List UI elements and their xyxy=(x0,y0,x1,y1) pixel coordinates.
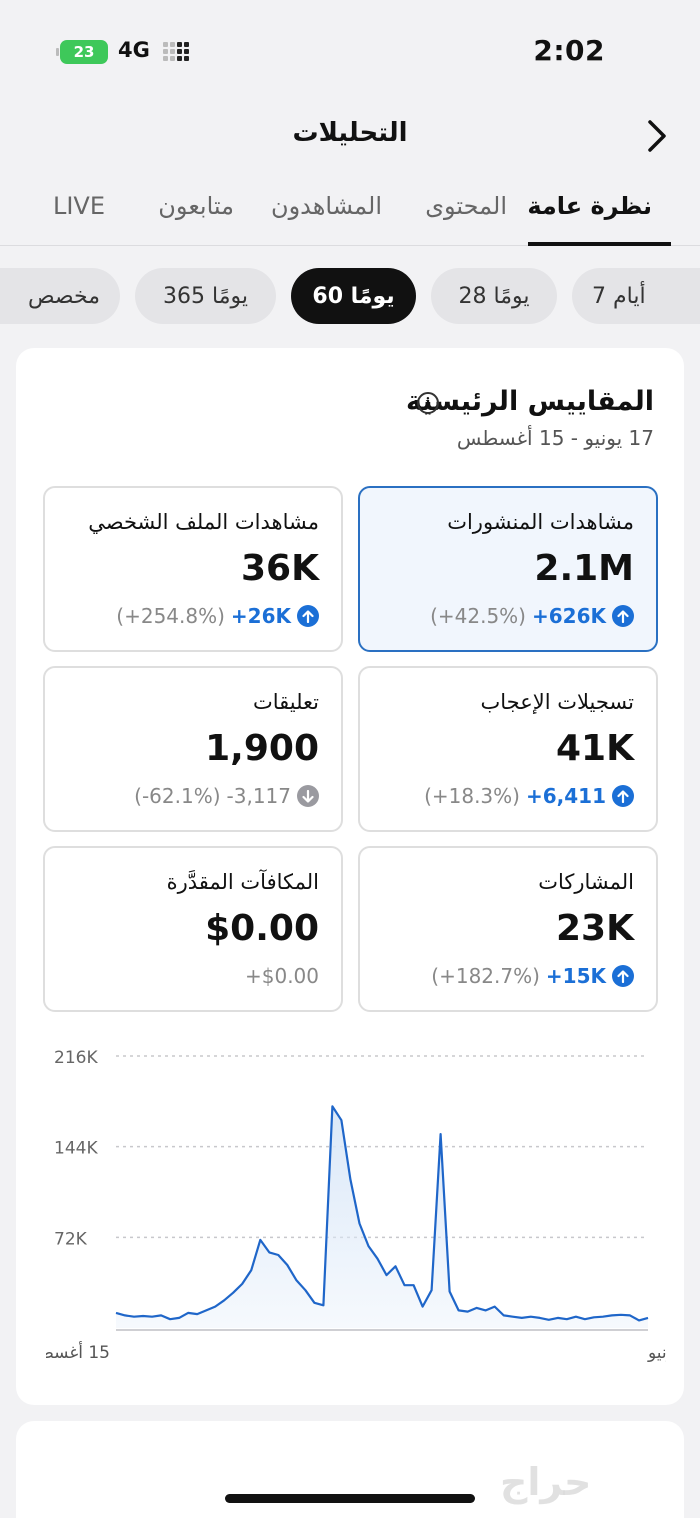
metric-label: تسجيلات الإعجاب xyxy=(480,690,634,714)
network-type: 4G xyxy=(118,38,150,62)
arrow-up-icon xyxy=(612,965,634,987)
active-tab-indicator xyxy=(528,242,671,246)
metric-label: مشاهدات الملف الشخصي xyxy=(88,510,319,534)
metric-label: مشاهدات المنشورات xyxy=(447,510,634,534)
metric-value: 1,900 xyxy=(205,728,319,769)
metric-value: 41K xyxy=(556,728,634,769)
range-60-days[interactable]: 60 يومًا xyxy=(291,268,416,324)
x-label-start: 17 يونيو xyxy=(647,1343,666,1363)
tab-live[interactable]: LIVE xyxy=(52,192,105,220)
chevron-right-icon xyxy=(648,120,666,152)
change-percent: (-62.1%) xyxy=(134,784,221,808)
metric-value: $0.00 xyxy=(205,908,319,949)
metric-change: (+18.3%) +6,411 xyxy=(424,784,634,808)
metric-change: (+254.8%) +26K xyxy=(116,604,319,628)
change-delta: +626K xyxy=(531,604,606,628)
views-chart: 216K 144K 72K 17 يونيو 15 أغسطس xyxy=(19,1038,700,1368)
status-time: 2:02 xyxy=(533,34,605,67)
y-tick-label: 72K xyxy=(54,1229,88,1249)
header: التحليلات xyxy=(0,100,700,170)
battery-level: 23 xyxy=(73,43,95,61)
tab-bar: نظرة عامة المحتوى المشاهدون متابعون LIVE xyxy=(0,180,700,246)
arrow-up-icon xyxy=(297,605,319,627)
metric-change: (+42.5%) +626K xyxy=(430,604,634,628)
metric-shares[interactable]: المشاركات 23K (+182.7%) +15K xyxy=(358,846,658,1012)
y-tick-label: 144K xyxy=(54,1139,98,1159)
change-delta: +$0.00 xyxy=(244,964,319,988)
back-button[interactable] xyxy=(642,116,672,156)
metric-value: 36K xyxy=(241,548,319,589)
tab-overview[interactable]: نظرة عامة xyxy=(527,192,652,220)
range-custom[interactable]: مخصص xyxy=(0,268,120,324)
x-label-end: 15 أغسطس xyxy=(46,1341,110,1363)
metric-change: +$0.00 xyxy=(245,964,319,988)
arrow-up-icon xyxy=(612,785,634,807)
arrow-down-icon xyxy=(297,785,319,807)
area-chart: 216K 144K 72K 17 يونيو 15 أغسطس xyxy=(19,1048,700,1363)
home-indicator[interactable] xyxy=(225,1494,475,1503)
metric-post-views[interactable]: مشاهدات المنشورات 2.1M (+42.5%) +626K xyxy=(358,486,658,652)
metric-label: تعليقات xyxy=(252,690,319,714)
tab-followers[interactable]: متابعون xyxy=(158,192,234,220)
series-area xyxy=(116,1106,648,1328)
status-bar: 23 4G 2:02 xyxy=(0,0,700,100)
change-percent: (+182.7%) xyxy=(431,964,540,988)
metric-change: (-62.1%) -3,117 xyxy=(134,784,319,808)
y-tick-label: 216K xyxy=(54,1048,98,1068)
metric-comments[interactable]: تعليقات 1,900 (-62.1%) -3,117 xyxy=(43,666,343,832)
change-percent: (+254.8%) xyxy=(116,604,225,628)
battery-icon: 23 xyxy=(56,40,108,64)
change-delta: +26K xyxy=(230,604,291,628)
series-line xyxy=(115,1105,649,1322)
range-selector: 7 أيام 28 يومًا 60 يومًا 365 يومًا مخصص xyxy=(0,268,700,326)
range-365-days[interactable]: 365 يومًا xyxy=(135,268,276,324)
change-delta: +15K xyxy=(545,964,606,988)
change-delta: +6,411 xyxy=(525,784,606,808)
metric-value: 2.1M xyxy=(534,548,634,589)
section-title: المقاييس الرئيسية xyxy=(405,386,654,417)
metric-label: المشاركات xyxy=(538,870,634,894)
date-range: 17 يونيو - 15 أغسطس xyxy=(456,426,654,450)
info-icon[interactable]: i xyxy=(417,392,439,414)
metric-value: 23K xyxy=(556,908,634,949)
change-percent: (+42.5%) xyxy=(430,604,526,628)
signal-icon xyxy=(163,42,189,61)
range-7-days[interactable]: 7 أيام xyxy=(572,268,700,324)
change-delta: -3,117 xyxy=(226,784,291,808)
metric-label: المكافآت المقدَّرة xyxy=(166,870,319,894)
arrow-up-icon xyxy=(612,605,634,627)
metric-estimated-rewards[interactable]: المكافآت المقدَّرة $0.00 +$0.00 xyxy=(43,846,343,1012)
change-percent: (+18.3%) xyxy=(424,784,520,808)
page-title: التحليلات xyxy=(292,118,408,148)
tab-viewers[interactable]: المشاهدون xyxy=(270,192,382,220)
metric-profile-views[interactable]: مشاهدات الملف الشخصي 36K (+254.8%) +26K xyxy=(43,486,343,652)
key-metrics-card: المقاييس الرئيسية i 17 يونيو - 15 أغسطس … xyxy=(16,348,700,1405)
metric-change: (+182.7%) +15K xyxy=(431,964,634,988)
range-28-days[interactable]: 28 يومًا xyxy=(431,268,557,324)
tab-content[interactable]: المحتوى xyxy=(425,192,507,220)
watermark-logo: حراج xyxy=(500,1460,592,1504)
metric-likes[interactable]: تسجيلات الإعجاب 41K (+18.3%) +6,411 xyxy=(358,666,658,832)
